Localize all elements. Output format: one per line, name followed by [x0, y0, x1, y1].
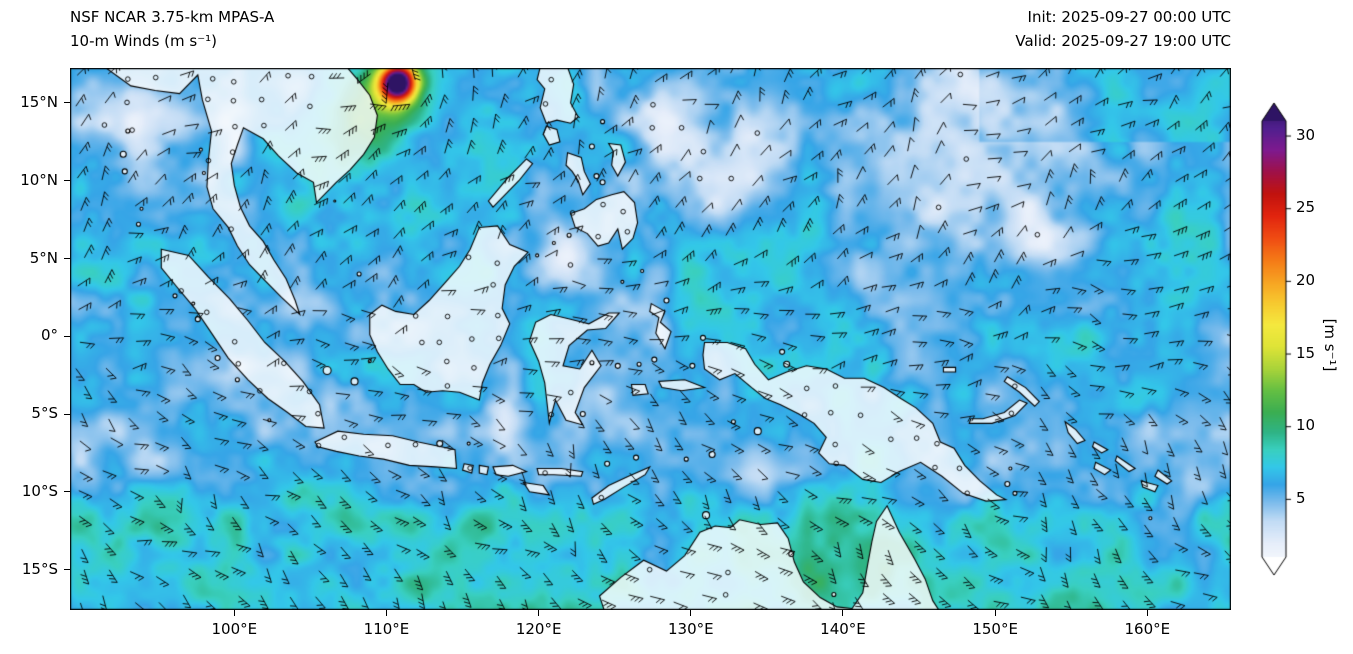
colorbar-tick-label: 10 [1296, 416, 1316, 435]
x-tick-label: 130°E [668, 620, 714, 638]
x-tick-label: 140°E [820, 620, 866, 638]
colorbar-tick-label: 25 [1296, 198, 1316, 217]
colorbar-tick-label: 15 [1296, 343, 1316, 362]
x-tick [842, 610, 844, 616]
y-tick-label: 0° [40, 326, 58, 345]
y-tick [64, 180, 70, 182]
x-tick [994, 610, 996, 616]
x-tick [233, 610, 235, 616]
field-title: 10-m Winds (m s⁻¹) [70, 32, 217, 50]
x-tick-label: 110°E [363, 620, 410, 638]
colorbar-gradient [1258, 100, 1334, 590]
colorbar-tick-label: 30 [1296, 125, 1316, 144]
x-tick-label: 150°E [972, 620, 1018, 638]
y-tick-label: 15°S [21, 559, 58, 578]
x-tick [385, 610, 387, 616]
y-tick-label: 5°N [29, 248, 58, 267]
y-tick-label: 10°S [21, 481, 58, 500]
y-tick-label: 10°N [20, 170, 58, 189]
y-tick [64, 258, 70, 260]
x-tick-label: 160°E [1124, 620, 1171, 638]
x-tick [1146, 610, 1148, 616]
wind-speed-map-canvas [70, 68, 1231, 610]
init-time: Init: 2025-09-27 00:00 UTC [1027, 8, 1231, 26]
y-tick [64, 335, 70, 337]
x-tick-label: 100°E [211, 620, 258, 638]
colorbar-tick-label: 5 [1296, 488, 1306, 507]
x-tick [538, 610, 540, 616]
y-tick-label: 15°N [20, 92, 58, 111]
x-tick [690, 610, 692, 616]
y-tick [64, 102, 70, 104]
x-tick-label: 120°E [515, 620, 562, 638]
valid-time: Valid: 2025-09-27 19:00 UTC [1015, 32, 1231, 50]
y-tick-label: 5°S [31, 404, 58, 423]
model-title: NSF NCAR 3.75-km MPAS-A [70, 8, 275, 26]
y-tick [64, 413, 70, 415]
y-tick [64, 491, 70, 493]
colorbar-tick-label: 20 [1296, 270, 1316, 289]
y-tick [64, 569, 70, 571]
